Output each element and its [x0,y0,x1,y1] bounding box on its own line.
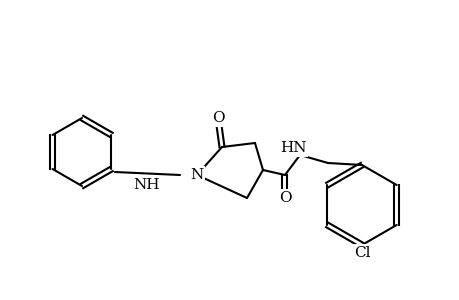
Text: Cl: Cl [353,246,369,260]
Text: N: N [190,168,203,182]
Text: O: O [211,111,224,125]
Text: O: O [278,191,291,205]
Text: HN: HN [279,141,306,155]
Text: NH: NH [134,178,160,192]
